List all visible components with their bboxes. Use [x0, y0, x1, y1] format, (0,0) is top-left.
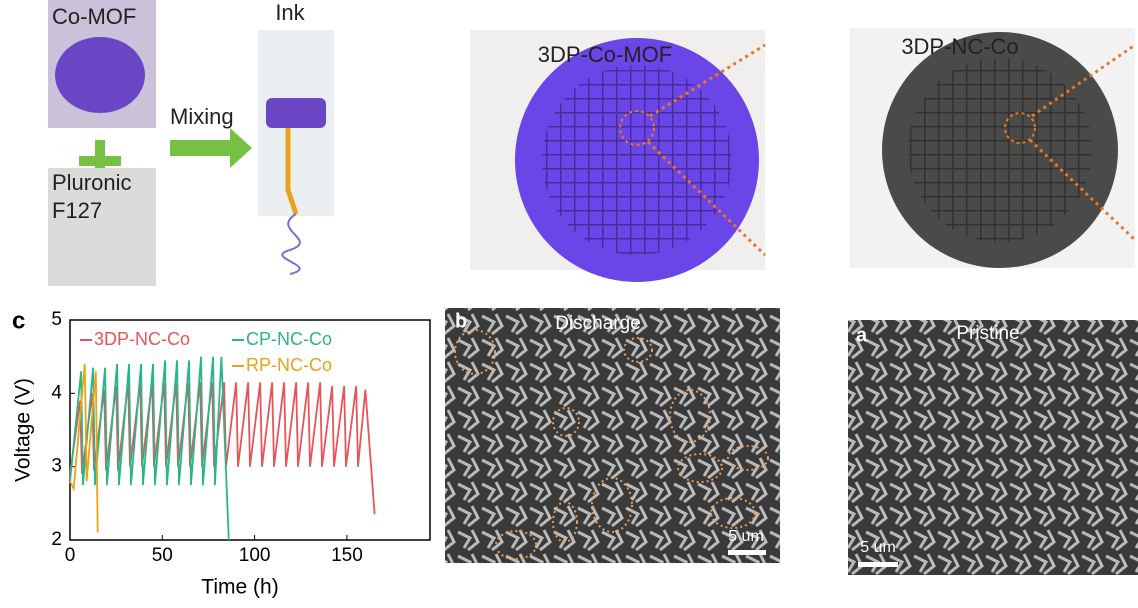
y-axis-label: Voltage (V) — [12, 378, 35, 482]
x-tick-label: 100 — [239, 545, 271, 566]
top-row: Co-MOF Pluronic F127 Mixing Ink 3DP-Co-M… — [48, 0, 1135, 286]
y-tick-label: 2 — [51, 529, 62, 550]
legend-label: 3DP-NC-Co — [94, 329, 190, 349]
ink-label: Ink — [275, 0, 305, 25]
scale-bar — [858, 562, 898, 567]
panel-label: a — [856, 324, 868, 346]
mof-grid — [542, 65, 732, 255]
sem-title: Pristine — [956, 323, 1019, 344]
legend-label: RP-NC-Co — [246, 355, 332, 375]
x-tick-label: 150 — [331, 545, 363, 566]
syringe-cap — [266, 98, 326, 128]
filament — [282, 214, 300, 274]
scale-bar — [728, 550, 766, 555]
panel-label: c — [12, 307, 25, 334]
x-tick-label: 0 — [65, 545, 76, 566]
sem-image — [848, 320, 1138, 575]
mof-label: 3DP-Co-MOF — [538, 42, 672, 67]
pluronic-label: Pluronic — [52, 170, 131, 195]
y-tick-label: 5 — [51, 309, 62, 330]
series-line — [70, 357, 229, 540]
mixing-label: Mixing — [170, 104, 234, 129]
co-mof-label: Co-MOF — [52, 4, 136, 29]
x-axis-label: Time (h) — [201, 576, 278, 599]
arrow — [170, 128, 252, 168]
series-line — [70, 382, 375, 514]
legend-label: CP-NC-Co — [246, 329, 332, 349]
y-tick-label: 4 — [51, 382, 62, 403]
sem-b: b Discharge 5 um — [445, 308, 780, 563]
chart: c Time (h) Voltage (V) 0 50 100 150 2 3 4 5 3DP-… — [12, 307, 430, 598]
nc-grid — [908, 58, 1092, 242]
x-tick-label: 50 — [152, 545, 173, 566]
panel-label: b — [455, 310, 467, 332]
y-tick-label: 3 — [51, 456, 62, 477]
scale-label: 5 um — [860, 539, 896, 556]
pluronic-label: F127 — [52, 198, 102, 223]
sem-a: a Pristine 5 um — [848, 320, 1138, 575]
sem-title: Discharge — [555, 313, 641, 334]
scale-label: 5 um — [728, 528, 764, 545]
nc-label: 3DP-NC-Co — [901, 34, 1018, 59]
co-mof-powder — [55, 37, 145, 113]
figure: Co-MOF Pluronic F127 Mixing Ink 3DP-Co-M… — [0, 0, 1138, 603]
